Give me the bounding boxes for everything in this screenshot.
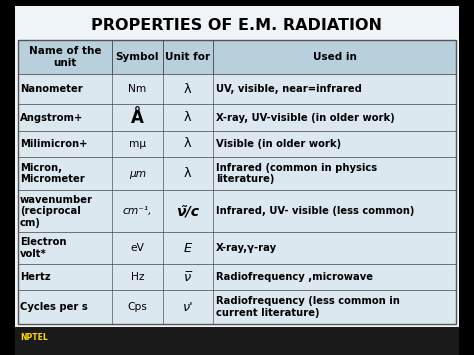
Text: Nanometer: Nanometer	[20, 84, 83, 94]
Text: Hz: Hz	[131, 272, 144, 282]
Text: λ: λ	[184, 167, 191, 180]
Text: Unit for: Unit for	[165, 52, 210, 62]
Text: Symbol: Symbol	[116, 52, 159, 62]
Bar	[18, 157, 456, 190]
Bar	[18, 40, 456, 74]
Text: ν̅: ν̅	[184, 271, 191, 284]
Bar	[18, 74, 456, 104]
Text: Name of the
unit: Name of the unit	[29, 46, 101, 68]
Text: Hertz: Hertz	[20, 272, 51, 282]
Bar	[18, 290, 456, 324]
Text: PROPERTIES OF E.M. RADIATION: PROPERTIES OF E.M. RADIATION	[91, 17, 383, 33]
Text: X-ray,γ-ray: X-ray,γ-ray	[216, 243, 277, 253]
Text: Infrared (common in physics
literature): Infrared (common in physics literature)	[216, 163, 377, 184]
Text: μm: μm	[129, 169, 146, 179]
Text: eV: eV	[130, 243, 144, 253]
Bar	[18, 232, 456, 264]
Text: Radiofrequency (less common in
current literature): Radiofrequency (less common in current l…	[216, 296, 400, 318]
Text: Milimicron+: Milimicron+	[20, 138, 87, 149]
Bar	[18, 40, 456, 324]
Text: λ: λ	[184, 137, 191, 150]
Text: Micron,
Micrometer: Micron, Micrometer	[20, 163, 85, 184]
Text: Radiofrequency ,microwave: Radiofrequency ,microwave	[216, 272, 373, 282]
Text: ν': ν'	[182, 301, 193, 313]
Text: mμ: mμ	[129, 138, 146, 149]
Text: E: E	[184, 241, 191, 255]
Text: ν̃/c: ν̃/c	[176, 204, 199, 218]
Text: wavenumber
(reciprocal
cm): wavenumber (reciprocal cm)	[20, 195, 93, 228]
Text: Used in: Used in	[312, 52, 356, 62]
Bar	[18, 264, 456, 290]
Text: Infrared, UV- visible (less common): Infrared, UV- visible (less common)	[216, 206, 414, 216]
Text: Cps: Cps	[128, 302, 147, 312]
Text: UV, visible, near=infrared: UV, visible, near=infrared	[216, 84, 362, 94]
Text: Nm: Nm	[128, 84, 146, 94]
Bar	[0, 327, 474, 355]
Text: Å: Å	[131, 109, 144, 126]
Bar	[18, 104, 456, 131]
Text: cm⁻¹,: cm⁻¹,	[123, 206, 152, 216]
Text: λ: λ	[184, 83, 191, 95]
Bar	[459, 0, 474, 355]
Text: Cycles per s: Cycles per s	[20, 302, 88, 312]
Text: λ: λ	[184, 111, 191, 124]
Bar	[0, 0, 474, 6]
Text: NPTEL: NPTEL	[20, 333, 48, 342]
Bar	[18, 190, 456, 232]
Text: Electron
volt*: Electron volt*	[20, 237, 66, 259]
Bar	[18, 131, 456, 157]
Text: Angstrom+: Angstrom+	[20, 113, 83, 122]
Bar	[0, 0, 15, 355]
Text: X-ray, UV-visible (in older work): X-ray, UV-visible (in older work)	[216, 113, 395, 122]
Text: Visible (in older work): Visible (in older work)	[216, 138, 341, 149]
